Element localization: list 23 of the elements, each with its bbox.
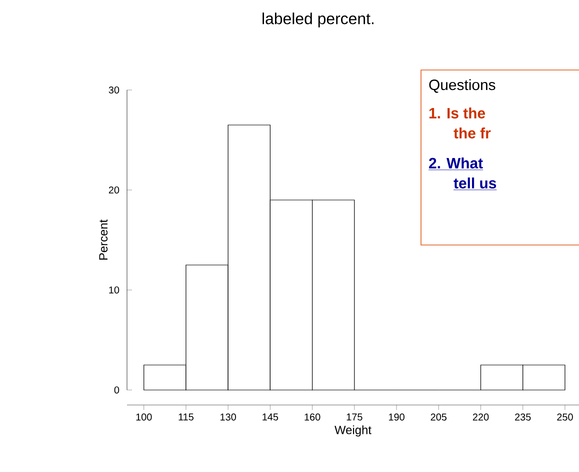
x-tick-label: 115 xyxy=(178,414,194,420)
text: labeled percent. xyxy=(262,12,374,28)
y-tick-label: 0 xyxy=(114,386,120,394)
x-tick-label: 190 xyxy=(388,414,404,421)
x-axis-title: Weight xyxy=(334,425,372,437)
x-tick-label: 235 xyxy=(515,414,531,421)
annotation: tell us xyxy=(454,178,496,188)
x-tick-label: 220 xyxy=(472,414,489,421)
x-tick-label: 130 xyxy=(220,414,236,421)
annotation: 1. Is the xyxy=(429,108,486,118)
y-tick-label: 30 xyxy=(108,86,120,94)
annotation: the fr xyxy=(454,128,491,138)
x-tick-label: 205 xyxy=(430,414,447,421)
annotation: Questions xyxy=(429,79,496,93)
x-tick-label: 145 xyxy=(262,414,278,420)
x-tick-label: 250 xyxy=(557,414,573,421)
y-tick-label: 20 xyxy=(108,186,120,194)
x-tick-label: 100 xyxy=(136,414,152,421)
y-axis-title: Percent xyxy=(99,219,108,260)
x-tick-label: 175 xyxy=(346,414,362,420)
y-tick-label: 10 xyxy=(109,286,120,294)
x-tick-label: 160 xyxy=(304,414,320,421)
annotation: 2. What xyxy=(429,158,483,168)
